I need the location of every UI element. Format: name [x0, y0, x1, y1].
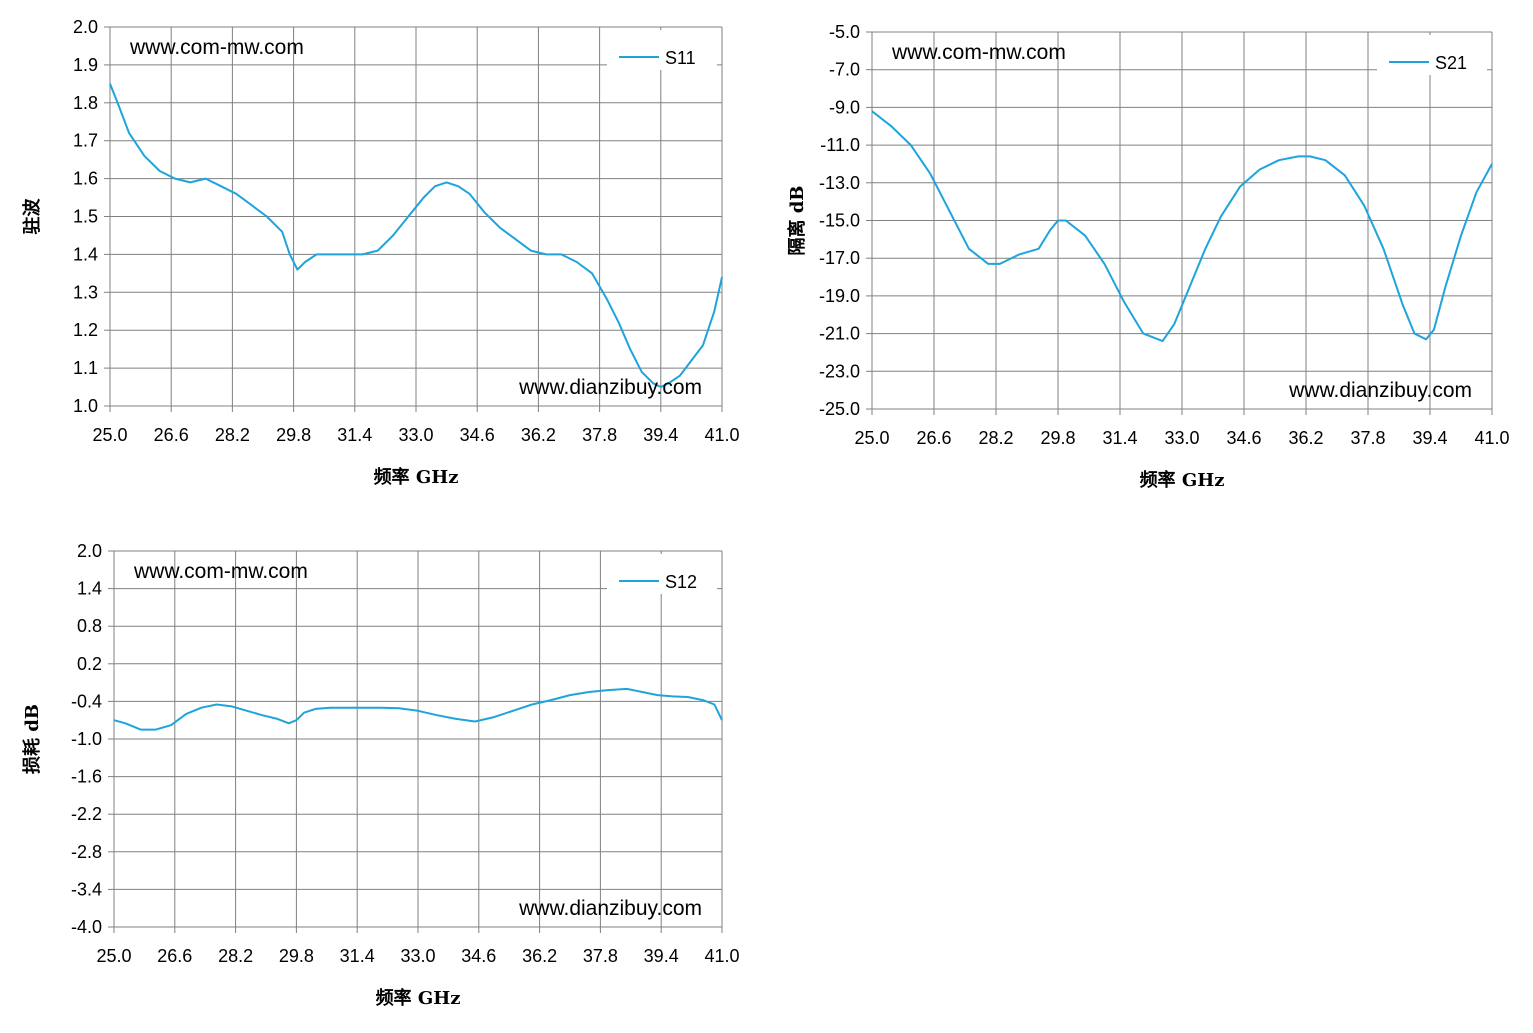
x-axis-title: 频率 GHz: [1140, 469, 1225, 491]
series-line-s21: [871, 110, 1493, 343]
y-tick-label: -5.0: [829, 22, 860, 42]
legend-label: S21: [1435, 53, 1467, 73]
x-tick-label: 29.8: [1040, 428, 1075, 448]
y-tick-label: 1.2: [73, 320, 98, 340]
x-tick-label: 26.6: [157, 946, 192, 966]
y-tick-label: -0.4: [71, 691, 102, 711]
x-tick-label: 39.4: [643, 425, 678, 445]
y-tick-label: -23.0: [819, 361, 860, 381]
y-tick-label: 0.2: [77, 654, 102, 674]
x-tick-label: 29.8: [279, 946, 314, 966]
watermark-bottom: www.dianzibuy.com: [1288, 379, 1472, 402]
y-axis-title: 隔离 dB: [786, 185, 808, 255]
y-tick-label: -1.6: [71, 767, 102, 787]
x-tick-label: 26.6: [916, 428, 951, 448]
watermark-bottom: www.dianzibuy.com: [518, 897, 702, 920]
y-tick-label: 1.8: [73, 93, 98, 113]
legend-box: [607, 554, 717, 594]
y-tick-label: 1.4: [77, 579, 102, 599]
y-tick-label: -1.0: [71, 729, 102, 749]
y-tick-label: 1.7: [73, 131, 98, 151]
y-tick-label: 1.1: [73, 358, 98, 378]
y-tick-label: -25.0: [819, 399, 860, 419]
x-tick-label: 41.0: [704, 946, 739, 966]
s21-chart: 25.0 26.6 28.2 29.8 31.4 33.0 34.6 36.2 37.8 39.4…: [786, 22, 1510, 491]
watermark-top: www.com-mw.com: [133, 560, 308, 583]
y-tick-label: -17.0: [819, 248, 860, 268]
series-line-s11: [109, 83, 723, 388]
watermark-top: www.com-mw.com: [129, 36, 304, 59]
y-tick-label: -21.0: [819, 324, 860, 344]
watermark-bottom: www.dianzibuy.com: [518, 376, 702, 399]
s12-chart-panel: 25.0 26.6 28.2 29.8 31.4 33.0 34.6 36.2 37.8 39.4…: [0, 518, 760, 1028]
series-line-s12: [113, 687, 723, 731]
y-tick-label: -3.4: [71, 879, 102, 899]
x-tick-label: 28.2: [978, 428, 1013, 448]
x-tick-label: 37.8: [582, 425, 617, 445]
s21-chart-panel: 25.0 26.6 28.2 29.8 31.4 33.0 34.6 36.2 37.8 39.4…: [765, 0, 1533, 510]
x-tick-label: 31.4: [340, 946, 375, 966]
y-tick-label: 1.5: [73, 207, 98, 227]
x-tick-label: 33.0: [398, 425, 433, 445]
x-tick-label: 37.8: [583, 946, 618, 966]
y-tick-label: -9.0: [829, 97, 860, 117]
x-tick-label: 31.4: [337, 425, 372, 445]
x-tick-label: 33.0: [1164, 428, 1199, 448]
y-tick-label: 1.4: [73, 244, 98, 264]
x-tick-label: 39.4: [1412, 428, 1447, 448]
x-tick-label: 29.8: [276, 425, 311, 445]
x-tick-label: 41.0: [704, 425, 739, 445]
y-tick-label: 2.0: [73, 17, 98, 37]
y-tick-label: 1.6: [73, 169, 98, 189]
s11-chart: 25.0 26.6 28.2 29.8 31.4 33.0 34.6 36.2 37.8 39.4…: [21, 17, 740, 488]
legend-box: [1377, 35, 1487, 75]
x-tick-label: 36.2: [521, 425, 556, 445]
y-tick-label: 1.0: [73, 396, 98, 416]
y-tick-label: -4.0: [71, 917, 102, 937]
y-tick-label: -11.0: [820, 135, 860, 155]
x-tick-label: 37.8: [1350, 428, 1385, 448]
x-tick-label: 36.2: [1288, 428, 1323, 448]
y-tick-label: -2.8: [71, 842, 102, 862]
x-tick-label: 25.0: [854, 428, 889, 448]
y-tick-label: 2.0: [77, 541, 102, 561]
y-tick-label: -19.0: [819, 286, 860, 306]
y-tick-label: -2.2: [71, 804, 102, 824]
x-axis-title: 频率 GHz: [376, 987, 461, 1009]
x-tick-label: 36.2: [522, 946, 557, 966]
s12-chart: 25.0 26.6 28.2 29.8 31.4 33.0 34.6 36.2 37.8 39.4…: [21, 541, 740, 1009]
x-tick-label: 26.6: [154, 425, 189, 445]
x-tick-label: 31.4: [1102, 428, 1137, 448]
y-axis-title: 损耗 dB: [21, 704, 43, 774]
y-tick-label: 1.9: [73, 55, 98, 75]
x-tick-label: 28.2: [215, 425, 250, 445]
y-tick-label: -15.0: [819, 211, 860, 231]
x-tick-label: 34.6: [460, 425, 495, 445]
legend-box: [607, 30, 717, 70]
x-tick-label: 34.6: [1226, 428, 1261, 448]
y-tick-label: -7.0: [829, 60, 860, 80]
watermark-top: www.com-mw.com: [891, 41, 1066, 64]
x-tick-label: 41.0: [1474, 428, 1509, 448]
y-tick-label: -13.0: [819, 173, 860, 193]
x-tick-label: 39.4: [644, 946, 679, 966]
legend-label: S12: [665, 572, 697, 592]
x-tick-label: 25.0: [92, 425, 127, 445]
y-tick-label: 0.8: [77, 616, 102, 636]
x-tick-label: 33.0: [400, 946, 435, 966]
x-tick-label: 25.0: [96, 946, 131, 966]
x-tick-label: 34.6: [461, 946, 496, 966]
x-axis-title: 频率 GHz: [374, 466, 459, 488]
x-tick-label: 28.2: [218, 946, 253, 966]
s11-chart-panel: 25.0 26.6 28.2 29.8 31.4 33.0 34.6 36.2 37.8 39.4…: [0, 0, 760, 510]
y-axis-title: 驻波: [21, 198, 43, 235]
legend-label: S11: [665, 48, 696, 68]
y-tick-label: 1.3: [73, 282, 98, 302]
